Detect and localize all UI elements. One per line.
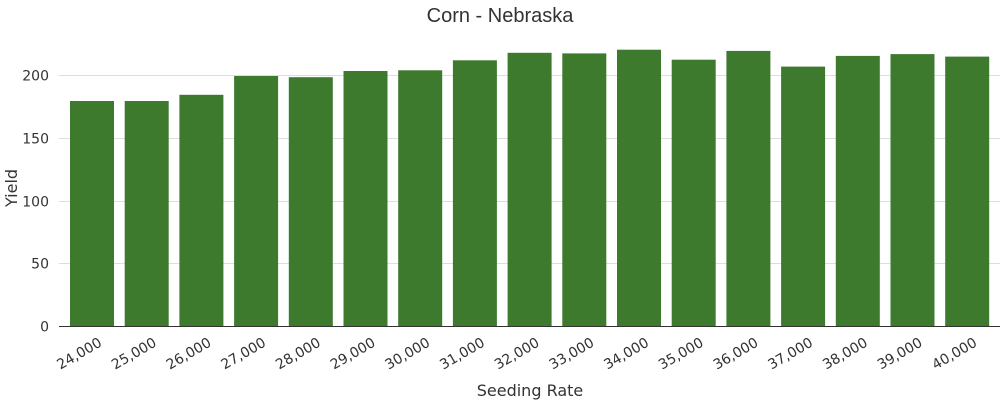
x-tick-label: 36,000 [711,335,761,373]
x-tick-label: 35,000 [656,335,706,373]
x-tick-label: 32,000 [492,335,542,373]
x-tick-label: 29,000 [328,335,378,373]
y-tick-label: 150 [22,132,49,148]
bar [70,101,114,326]
bars [70,49,990,327]
bar [945,56,990,326]
x-tick-label: 38,000 [820,335,870,373]
x-tick-label: 26,000 [164,335,214,373]
x-tick-label: 30,000 [383,335,433,373]
bar [124,101,169,326]
bar [562,53,607,327]
y-tick-label: 50 [31,257,49,273]
y-axis-label: Yield [2,169,21,208]
x-tick-label: 28,000 [273,335,323,373]
x-tick-labels: 24,000 25,000 26,000 27,000 28,000 29,000 30,0… [54,335,980,373]
bar [726,50,771,327]
y-tick-label: 200 [22,69,49,85]
bar [890,54,935,326]
bar [343,71,388,326]
bar [179,94,224,326]
bar [452,60,497,327]
x-tick-label: 37,000 [765,335,815,373]
bar [781,66,826,326]
bar [671,59,716,326]
x-tick-label: 24,000 [54,335,104,373]
bar [288,77,333,326]
y-tick-label: 100 [22,195,49,211]
x-tick-label: 31,000 [437,335,487,373]
x-tick-label: 34,000 [601,335,651,373]
y-tick-label: 0 [40,320,49,336]
x-tick-label: 25,000 [109,335,159,373]
bar [507,52,552,327]
chart-title: Corn - Nebraska [427,5,575,27]
x-tick-label: 40,000 [930,335,980,373]
bar [234,76,279,326]
y-tick-labels: 0 50 100 150 200 [22,69,49,336]
x-tick-label: 39,000 [875,335,925,373]
x-tick-label: 33,000 [547,335,597,373]
bar [398,70,443,326]
bar [617,49,661,326]
x-tick-label: 27,000 [218,335,268,373]
bar [835,55,880,327]
x-axis-label: Seeding Rate [477,381,584,400]
